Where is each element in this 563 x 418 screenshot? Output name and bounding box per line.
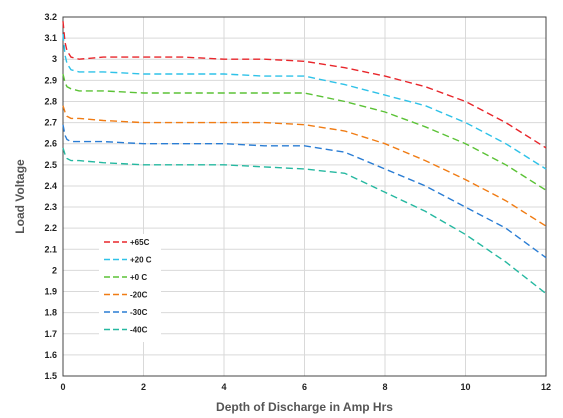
legend-label: +0 C: [130, 273, 147, 282]
x-axis-label: Depth of Discharge in Amp Hrs: [216, 400, 393, 414]
y-tick-label: 2.1: [44, 244, 57, 254]
x-tick-label: 0: [60, 382, 65, 392]
y-tick-label: 3.2: [44, 12, 57, 22]
y-axis-label: Load Voltage: [13, 159, 27, 234]
y-tick-label: 2.6: [44, 139, 57, 149]
y-tick-label: 2.7: [44, 118, 57, 128]
y-tick-label: 2.9: [44, 75, 57, 85]
y-tick-label: 2.4: [44, 181, 57, 191]
x-tick-label: 10: [460, 382, 470, 392]
series-line: [62, 21, 547, 149]
series-line: [62, 33, 547, 170]
legend: +65C +20 C +0 C -20C -30C -40C: [99, 234, 161, 342]
y-tick-label: 1.8: [44, 308, 57, 318]
series-line: [62, 147, 547, 295]
y-tick-label: 2.5: [44, 160, 57, 170]
y-tick-label: 2.8: [44, 96, 57, 106]
legend-label: +65C: [130, 238, 150, 247]
legend-label: +20 C: [130, 256, 152, 265]
series-line: [62, 105, 547, 227]
series-line: [62, 73, 547, 191]
x-tick-labels: 0 2 4 6 8 10 12: [60, 382, 551, 392]
legend-label: -30C: [130, 308, 148, 317]
plot-frame: [62, 16, 547, 377]
y-tick-label: 2: [52, 265, 57, 275]
y-tick-label: 1.9: [44, 287, 57, 297]
series-lines: [62, 21, 547, 295]
y-tick-label: 3: [52, 54, 57, 64]
x-tick-label: 4: [221, 382, 226, 392]
y-tick-label: 1.5: [44, 371, 57, 381]
legend-label: -20C: [130, 291, 148, 300]
y-tick-label: 1.6: [44, 350, 57, 360]
series-line: [62, 124, 547, 259]
y-tick-label: 1.7: [44, 329, 57, 339]
legend-label: -40C: [130, 326, 148, 335]
x-tick-label: 6: [302, 382, 307, 392]
y-tick-labels: 1.5 1.6 1.7 1.8 1.9 2 2.1 2.2 2.3 2.4 2.5 2.6 2.7 2.8…: [44, 12, 57, 381]
x-tick-label: 12: [541, 382, 551, 392]
x-tick-label: 8: [382, 382, 387, 392]
x-tick-label: 2: [141, 382, 146, 392]
y-tick-label: 2.3: [44, 202, 57, 212]
y-tick-label: 2.2: [44, 223, 57, 233]
legend-box: [99, 234, 161, 342]
y-tick-label: 3.1: [44, 33, 57, 43]
